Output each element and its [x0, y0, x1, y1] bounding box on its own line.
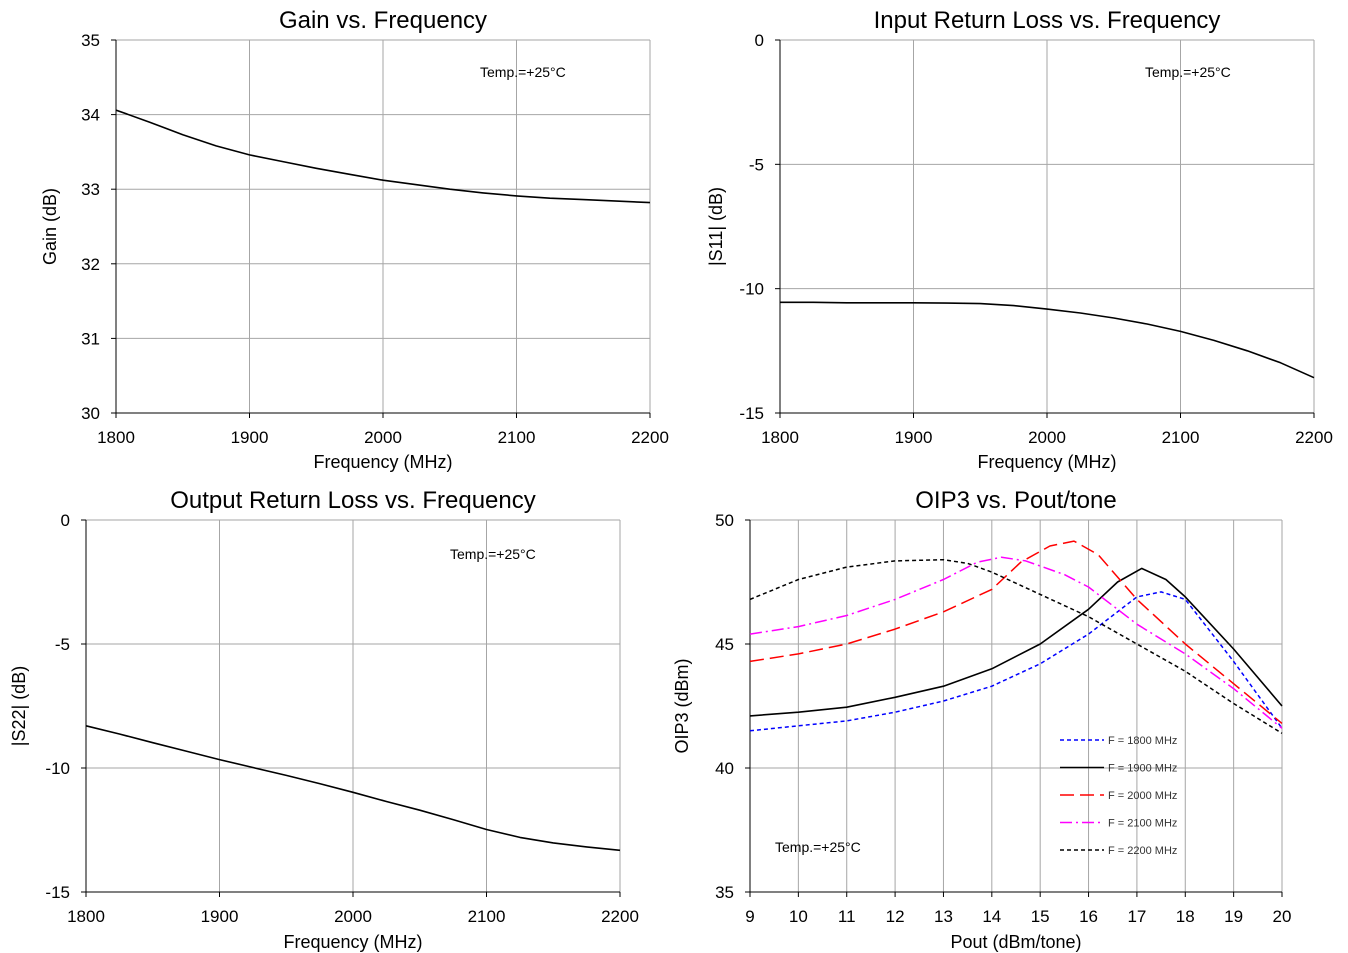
chart-title: Input Return Loss vs. Frequency	[874, 7, 1221, 34]
y-axis-label: OIP3 (dBm)	[672, 658, 692, 753]
series-line-4	[749, 556, 1283, 729]
y-tick-label: 50	[715, 511, 734, 530]
x-tick-label: 1800	[761, 428, 799, 447]
y-tick-label: 35	[81, 31, 100, 50]
x-tick-label: 2000	[364, 428, 402, 447]
x-tick-label: 2100	[1162, 428, 1200, 447]
x-tick-label: 14	[982, 907, 1001, 926]
x-axis-label: Frequency (MHz)	[977, 452, 1116, 472]
series-line-3	[749, 540, 1283, 724]
temperature-note: Temp.=+25°C	[450, 546, 536, 562]
x-tick-label: 1800	[97, 428, 135, 447]
x-tick-label: 2000	[1028, 428, 1066, 447]
temperature-note: Temp.=+25°C	[775, 839, 861, 855]
series-line-2	[749, 567, 1283, 717]
legend-label: F = 2000 MHz	[1108, 790, 1177, 802]
chart-1: 1800 1900 2000 2100 2200 30 31 32 33 34 35 Gain vs.…	[40, 7, 669, 472]
x-tick-label: 19	[1224, 907, 1243, 926]
series-line-1	[749, 591, 1283, 732]
y-axis-label: |S22| (dB)	[9, 666, 29, 746]
x-tick-label: 11	[838, 907, 856, 926]
temperature-note: Temp.=+25°C	[1145, 64, 1231, 80]
series-line-1	[115, 109, 651, 204]
x-axis-label: Frequency (MHz)	[313, 452, 452, 472]
x-axis-label: Frequency (MHz)	[283, 932, 422, 952]
chart-title: Gain vs. Frequency	[279, 7, 487, 34]
y-tick-label: 30	[81, 404, 100, 423]
series-line-1	[85, 725, 621, 852]
x-tick-label: 1900	[201, 907, 239, 926]
x-tick-label: 15	[1031, 907, 1050, 926]
legend-label: F = 1900 MHz	[1108, 763, 1177, 775]
chart-2: 1800 1900 2000 2100 2200 -15 -10 -5 0 Input Retur…	[706, 7, 1333, 472]
x-tick-label: 1900	[231, 428, 269, 447]
x-tick-label: 10	[789, 907, 808, 926]
x-tick-label: 16	[1079, 907, 1098, 926]
x-tick-label: 2000	[334, 907, 372, 926]
temperature-note: Temp.=+25°C	[480, 64, 566, 80]
y-tick-label: 35	[715, 883, 734, 902]
x-tick-label: 18	[1176, 907, 1195, 926]
y-tick-label: 0	[755, 31, 764, 50]
y-tick-label: 45	[715, 635, 734, 654]
series-line-5	[749, 558, 1283, 734]
x-tick-label: 20	[1273, 907, 1292, 926]
y-tick-label: 0	[61, 511, 70, 530]
x-tick-label: 12	[886, 907, 905, 926]
y-tick-label: 40	[715, 759, 734, 778]
chart-3: 1800 1900 2000 2100 2200 -15 -10 -5 0 Output Retu…	[9, 487, 639, 952]
y-tick-label: -15	[739, 404, 764, 423]
y-tick-label: 32	[81, 255, 100, 274]
y-tick-label: -10	[739, 280, 764, 299]
chart-title: OIP3 vs. Pout/tone	[915, 487, 1116, 514]
y-tick-label: 31	[81, 329, 100, 348]
x-axis-label: Pout (dBm/tone)	[950, 932, 1081, 952]
y-tick-label: -5	[749, 155, 764, 174]
y-axis-label: |S11| (dB)	[706, 187, 726, 266]
y-tick-label: -15	[45, 883, 70, 902]
y-tick-label: -10	[45, 759, 70, 778]
y-axis-label: Gain (dB)	[40, 188, 60, 265]
y-tick-label: 33	[81, 180, 100, 199]
x-tick-label: 1800	[67, 907, 105, 926]
legend-label: F = 2200 MHz	[1108, 845, 1177, 857]
x-tick-label: 9	[745, 907, 754, 926]
x-tick-label: 2200	[601, 907, 639, 926]
chart-4: 9 10 11 12 13 14 15 16 17 18 19 20 35 40 45 50 OIP3 vs. …	[672, 487, 1291, 952]
x-tick-label: 13	[934, 907, 953, 926]
x-tick-label: 1900	[895, 428, 933, 447]
x-tick-label: 17	[1127, 907, 1146, 926]
y-tick-label: -5	[55, 635, 70, 654]
legend-label: F = 1800 MHz	[1108, 735, 1177, 747]
x-tick-label: 2100	[498, 428, 536, 447]
x-tick-label: 2200	[1295, 428, 1333, 447]
x-tick-label: 2200	[631, 428, 669, 447]
y-tick-label: 34	[81, 106, 100, 125]
series-line-1	[780, 301, 1315, 379]
legend-label: F = 2100 MHz	[1108, 818, 1177, 830]
x-tick-label: 2100	[468, 907, 506, 926]
chart-title: Output Return Loss vs. Frequency	[170, 487, 536, 514]
